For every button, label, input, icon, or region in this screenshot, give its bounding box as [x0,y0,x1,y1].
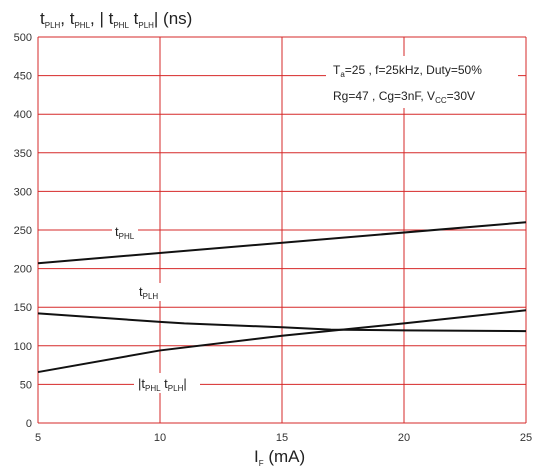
y-tick-label: 450 [14,71,32,83]
y-tick-label: 150 [14,302,32,314]
y-tick-label: 250 [14,225,32,237]
y-tick-label: 0 [26,418,32,430]
series-lines [37,221,527,374]
x-tick-label: 10 [154,432,166,444]
x-tick-label: 25 [520,432,532,444]
x-axis-label: IF (mA) [254,447,305,468]
conditions-line-1: Ta=25 , f=25kHz, Duty=50% [333,63,482,79]
y-tick-label: 50 [20,379,32,391]
y-tick-labels: 0 50 100 150 200 250 300 350 400 450 500 [14,32,32,430]
y-tick-label: 300 [14,186,32,198]
series-label-tplh: tPLH [139,284,158,301]
conditions-background [326,56,518,108]
x-tick-label: 15 [276,432,288,444]
x-tick-labels: 5 10 15 20 25 [35,432,532,444]
y-tick-label: 350 [14,148,32,160]
y-tick-label: 100 [14,341,32,353]
x-tick-label: 20 [398,432,410,444]
series-line-2 [37,309,527,374]
series-line-0 [37,221,527,265]
label-bg-diff [134,373,200,393]
y-axis-label: tPLH, tPHL, | tPHL tPLH| (ns) [40,9,192,30]
label-bg-tplh [136,283,162,301]
label-bg-tphl [112,223,138,241]
y-tick-label: 400 [14,109,32,121]
series-line-1 [37,312,527,333]
conditions-line-2: Rg=47 , Cg=3nF, VCC=30V [333,89,475,105]
x-tick-label: 5 [35,432,41,444]
y-tick-label: 500 [14,32,32,44]
series-label-diff: |tPHL tPLH| [138,376,187,393]
series-label-tphl: tPHL [115,224,135,241]
y-tick-label: 200 [14,264,32,276]
